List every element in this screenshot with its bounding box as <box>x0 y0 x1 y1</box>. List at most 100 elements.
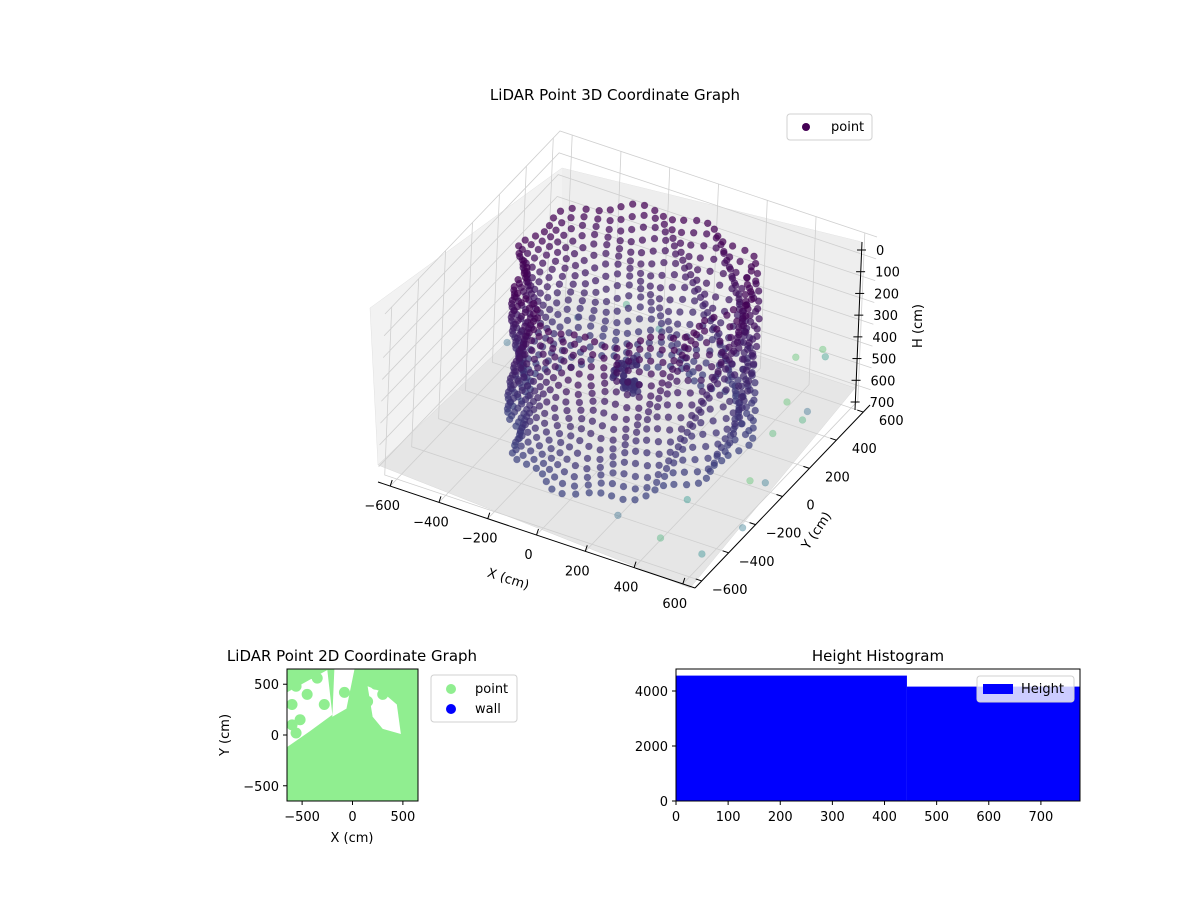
point-3d <box>580 213 588 221</box>
point-3d <box>642 425 651 433</box>
z-tick-label-3d: 0 <box>876 244 884 259</box>
point-2d <box>290 727 302 739</box>
point-3d <box>697 376 705 384</box>
point-3d <box>545 305 554 314</box>
point-3d <box>587 382 595 390</box>
point-3d <box>729 430 738 438</box>
point-3d <box>520 257 528 265</box>
point-3d <box>562 398 570 406</box>
point-3d <box>666 438 675 446</box>
point-3d <box>536 373 544 381</box>
x-tick-3d <box>438 496 442 503</box>
z-tick-label-3d: 300 <box>873 309 898 324</box>
point-3d <box>747 370 756 378</box>
point-3d <box>621 433 630 441</box>
point-3d <box>613 281 621 290</box>
x-axis-label-3d: X (cm) <box>485 566 531 594</box>
point-3d <box>681 333 689 342</box>
point-3d <box>587 429 595 438</box>
point-3d <box>553 238 562 246</box>
point-3d <box>700 327 709 335</box>
point-3d <box>613 270 622 278</box>
point-3d <box>686 389 694 397</box>
point-3d <box>732 289 740 297</box>
point-3d <box>605 225 613 234</box>
point-3d <box>686 320 694 329</box>
point-3d <box>560 468 569 476</box>
point-3d <box>656 284 665 292</box>
x-tick-3d <box>536 528 539 536</box>
point-3d <box>613 344 621 353</box>
point-3d <box>675 401 684 409</box>
point-3d <box>601 387 609 396</box>
point-3d <box>590 230 599 239</box>
point-3d <box>702 474 711 482</box>
point-3d <box>544 328 553 336</box>
point-3d <box>679 456 687 464</box>
point-3d <box>643 415 652 424</box>
point-3d <box>648 260 656 268</box>
point-3d <box>527 336 536 345</box>
x-tick-label-3d: −200 <box>462 532 498 547</box>
point-3d <box>745 339 753 347</box>
point-3d <box>609 452 617 461</box>
point-3d <box>722 386 730 394</box>
point-3d <box>741 290 749 299</box>
point-3d <box>614 511 622 519</box>
point-3d <box>690 377 698 385</box>
point-3d <box>548 485 556 493</box>
point-3d <box>557 369 566 377</box>
point-3d <box>697 397 706 406</box>
point-3d <box>601 343 609 351</box>
point-3d <box>792 353 800 361</box>
point-3d <box>542 378 550 386</box>
y-tick-label-3d: 600 <box>879 414 904 429</box>
point-3d <box>713 325 721 333</box>
x-tick-3d <box>584 545 588 552</box>
y-tick-label-3d: 0 <box>806 499 814 514</box>
point-3d <box>677 248 685 257</box>
point-3d <box>578 221 587 230</box>
point-3d <box>609 436 617 444</box>
legend-2d-marker-point <box>446 684 456 694</box>
point-3d <box>550 404 559 412</box>
point-3d <box>553 289 561 297</box>
histogram-bar <box>906 686 1080 801</box>
point-3d <box>547 444 555 453</box>
histogram-bar <box>676 675 907 801</box>
point-3d <box>624 304 633 312</box>
point-2d <box>290 680 302 692</box>
point-3d <box>607 492 616 500</box>
point-3d <box>613 294 621 303</box>
point-3d <box>558 272 567 281</box>
point-3d <box>631 485 639 493</box>
point-3d <box>656 387 665 395</box>
y-axis-label-3d: Y (cm) <box>799 509 835 553</box>
point-3d <box>665 326 673 334</box>
point-3d <box>594 215 602 223</box>
x-tick-label-3d: 400 <box>614 581 639 596</box>
point-3d <box>664 307 673 316</box>
x-tick-label-2d: −500 <box>284 810 320 825</box>
point-3d <box>588 351 597 359</box>
point-3d <box>749 424 757 432</box>
point-3d <box>736 257 744 266</box>
point-3d <box>538 470 547 478</box>
point-3d <box>542 358 550 367</box>
point-3d <box>643 363 651 372</box>
point-3d <box>520 373 528 381</box>
point-3d <box>591 298 599 306</box>
point-3d <box>636 303 644 311</box>
y-tick-label-2d: 0 <box>271 729 279 744</box>
point-3d <box>621 441 629 449</box>
point-3d <box>535 402 544 410</box>
y-tick-label-3d: −600 <box>712 583 748 598</box>
point-3d <box>646 333 655 341</box>
point-3d <box>666 296 674 304</box>
x-tick-label-histogram: 300 <box>820 810 845 825</box>
point-3d <box>721 365 730 373</box>
point-3d <box>734 382 743 390</box>
point-3d <box>693 276 701 284</box>
point-3d <box>708 304 717 312</box>
point-3d <box>595 207 603 215</box>
